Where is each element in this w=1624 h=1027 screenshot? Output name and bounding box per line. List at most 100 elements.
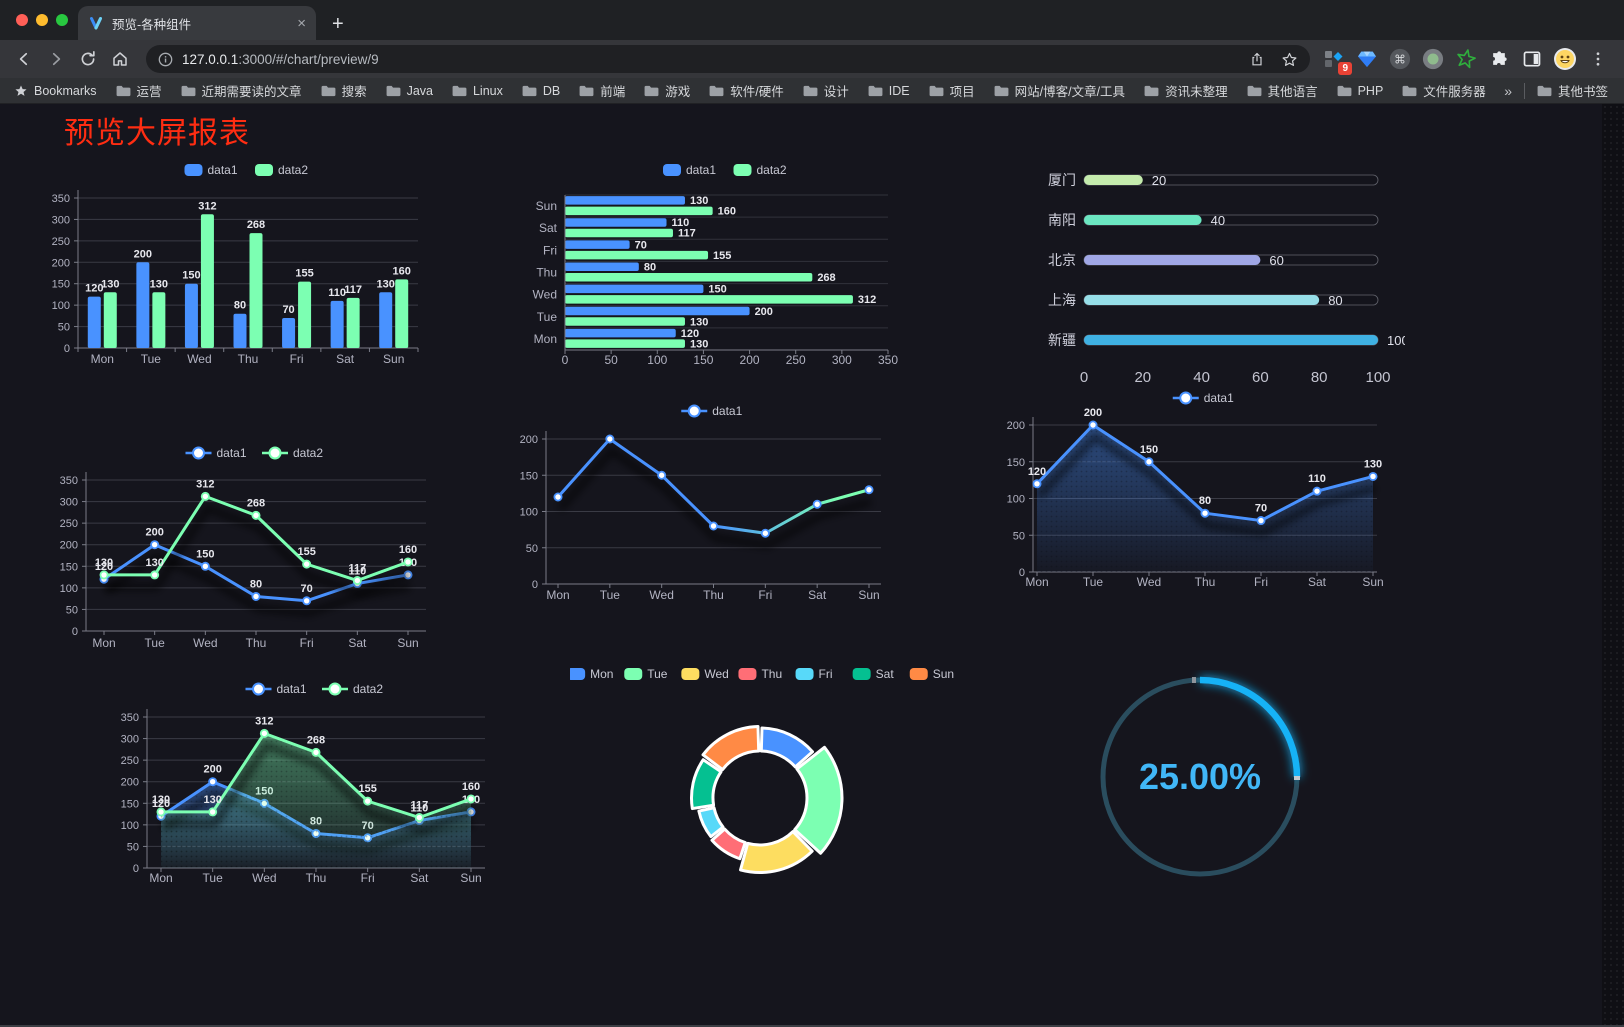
svg-text:250: 250: [121, 755, 139, 767]
svg-text:312: 312: [198, 200, 216, 212]
chart-bar-grouped-horizontal[interactable]: data1 data2 0 50 100 150 200 250 300 350 Sun 130 160…: [505, 150, 903, 372]
bookmarks-overflow-chevron[interactable]: »: [1504, 82, 1512, 99]
bookmark-folder-item[interactable]: Java: [386, 84, 433, 98]
share-icon[interactable]: [1249, 51, 1265, 68]
bookmark-folder-item[interactable]: 近期需要读的文章: [181, 81, 302, 100]
svg-text:250: 250: [786, 353, 806, 367]
bookmark-folder-item[interactable]: PHP: [1337, 84, 1383, 98]
bookmark-folder-item[interactable]: DB: [522, 84, 560, 98]
svg-text:300: 300: [832, 353, 852, 367]
svg-text:Fri: Fri: [819, 667, 833, 681]
svg-text:Fri: Fri: [300, 636, 314, 650]
profile-avatar-emoji[interactable]: [1553, 47, 1577, 71]
svg-text:Sat: Sat: [1308, 575, 1327, 589]
svg-text:80: 80: [1311, 369, 1328, 386]
chart-gauge[interactable]: 25.00%: [1092, 670, 1320, 892]
close-window-button[interactable]: [16, 14, 28, 26]
svg-text:120: 120: [1028, 466, 1046, 478]
svg-text:50: 50: [526, 543, 538, 555]
svg-text:250: 250: [52, 236, 70, 248]
svg-text:40: 40: [1193, 369, 1210, 386]
browser-tab[interactable]: 预览-各种组件 ×: [78, 6, 316, 40]
bookmark-folder-item[interactable]: Linux: [452, 84, 503, 98]
tampermonkey-extension-icon[interactable]: 9: [1322, 47, 1352, 75]
chart-line-two-series[interactable]: data1 data2 0 50 100 150 200 250 300 350 Mon Tue Wed…: [30, 420, 442, 658]
svg-text:312: 312: [196, 478, 214, 490]
recorder-extension-icon[interactable]: [1421, 47, 1445, 71]
new-tab-button[interactable]: +: [332, 13, 344, 35]
bookmark-folder-item[interactable]: 搜索: [321, 81, 367, 100]
zoom-window-button[interactable]: [56, 14, 68, 26]
chart-progress-bars[interactable]: 厦门 20 南阳 40 北京 60 上海 80 新疆 100 0 20 40 60 80 100: [1040, 156, 1405, 401]
chart-area-two-series[interactable]: data1 data2 0 50 100 150 200 250 300 350 Mon Tue Wed…: [95, 670, 497, 900]
folder-icon: [386, 85, 401, 96]
window-controls[interactable]: [16, 14, 68, 26]
svg-text:0: 0: [1019, 567, 1025, 579]
tab-favicon: [88, 15, 104, 31]
back-button[interactable]: [10, 45, 38, 73]
svg-text:80: 80: [250, 578, 262, 590]
bookmark-folder-item[interactable]: IDE: [868, 84, 910, 98]
chart-line-gradient[interactable]: data1 0 50 100 150 200 Mon Tue Wed Thu Fri Sat Sun: [488, 395, 895, 617]
svg-text:150: 150: [1140, 444, 1158, 456]
svg-text:155: 155: [295, 268, 313, 280]
chart-bar-grouped-vertical[interactable]: data1 data2 0 50 100 150 200 250 300 350 Mon 120 130…: [30, 150, 430, 372]
reload-button[interactable]: [74, 45, 102, 73]
svg-text:117: 117: [344, 284, 362, 296]
bookmark-folder-item[interactable]: 文件服务器: [1402, 81, 1486, 100]
green-star-extension-icon[interactable]: [1454, 47, 1478, 71]
svg-text:200: 200: [60, 540, 78, 552]
home-button[interactable]: [106, 45, 134, 73]
bookmark-folder-item[interactable]: 软件/硬件: [709, 81, 784, 100]
svg-text:Thu: Thu: [536, 266, 557, 280]
svg-text:120: 120: [95, 561, 113, 573]
address-bar[interactable]: 127.0.0.1 :3000/#/chart/preview/9: [146, 45, 1310, 73]
svg-text:Thu: Thu: [703, 588, 724, 602]
bookmarks-manager-item[interactable]: Bookmarks: [14, 84, 97, 98]
bookmark-folder-item[interactable]: 其他语言: [1247, 81, 1318, 100]
svg-text:Fri: Fri: [543, 243, 557, 257]
folder-icon: [522, 85, 537, 96]
svg-text:350: 350: [60, 475, 78, 487]
other-bookmarks-folder[interactable]: 其他书签: [1537, 81, 1608, 100]
svg-text:120: 120: [152, 798, 170, 810]
svg-text:data2: data2: [757, 163, 787, 177]
command-extension-icon[interactable]: ⌘: [1388, 47, 1412, 71]
svg-text:data1: data1: [277, 682, 307, 696]
bookmark-folder-item[interactable]: 游戏: [644, 81, 690, 100]
svg-text:Sun: Sun: [536, 199, 557, 213]
svg-text:250: 250: [60, 518, 78, 530]
site-info-icon[interactable]: [158, 52, 173, 67]
bookmark-star-icon[interactable]: [1281, 51, 1298, 68]
svg-text:Mon: Mon: [1025, 575, 1048, 589]
svg-text:data1: data1: [208, 163, 238, 177]
svg-text:Tue: Tue: [203, 871, 224, 885]
folder-icon: [116, 85, 130, 96]
svg-text:155: 155: [297, 546, 315, 558]
svg-text:Tue: Tue: [600, 588, 621, 602]
bookmark-folder-item[interactable]: 设计: [803, 81, 849, 100]
puzzle-extensions-icon[interactable]: [1487, 47, 1511, 71]
bookmark-folder-item[interactable]: 网站/博客/文章/工具: [994, 81, 1125, 100]
svg-text:130: 130: [690, 195, 708, 207]
bookmark-folder-item[interactable]: 项目: [929, 81, 975, 100]
svg-text:data2: data2: [278, 163, 308, 177]
folder-icon: [452, 85, 467, 96]
bookmark-folder-item[interactable]: 前端: [579, 81, 625, 100]
chart-line-area-blue[interactable]: data1 0 50 100 150 200 Mon Tue Wed Thu Fri Sat Sun 12…: [975, 385, 1393, 605]
page-edge-texture: [1602, 104, 1624, 1027]
chart-donut[interactable]: Mon Tue Wed Thu Fri Sat Sun: [570, 640, 960, 915]
svg-text:data1: data1: [1204, 391, 1234, 405]
bookmark-folder-item[interactable]: 资讯未整理: [1144, 81, 1228, 100]
browser-menu-kebab-icon[interactable]: [1586, 47, 1610, 71]
svg-text:80: 80: [644, 262, 656, 274]
side-panel-icon[interactable]: [1520, 47, 1544, 71]
minimize-window-button[interactable]: [36, 14, 48, 26]
forward-button[interactable]: [42, 45, 70, 73]
bookmark-folder-item[interactable]: 运营: [116, 81, 162, 100]
extension-badge: 9: [1338, 62, 1352, 75]
svg-text:Mon: Mon: [149, 871, 172, 885]
browser-toolbar: 127.0.0.1 :3000/#/chart/preview/9 9 ⌘: [0, 40, 1624, 78]
gem-extension-icon[interactable]: [1355, 47, 1379, 71]
tab-close-icon[interactable]: ×: [297, 14, 306, 32]
